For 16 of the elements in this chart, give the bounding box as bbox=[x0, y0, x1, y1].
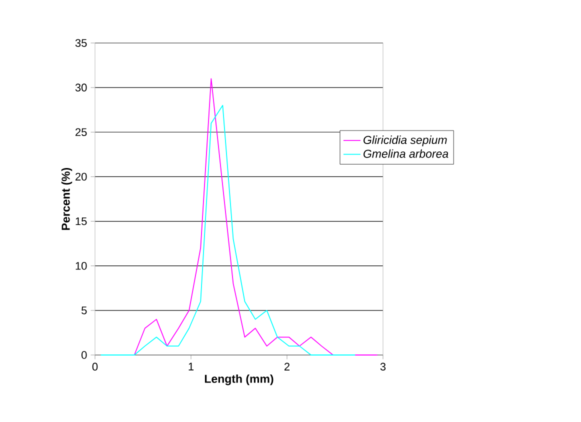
y-tick-label: 5 bbox=[82, 306, 87, 314]
x-tick-label: 0 bbox=[92, 362, 98, 371]
y-tick-label: 10 bbox=[76, 262, 87, 270]
x-axis-title: Length (mm) bbox=[204, 374, 274, 386]
y-tick-label: 0 bbox=[82, 351, 87, 359]
x-tick-label: 1 bbox=[188, 362, 194, 370]
x-tick-label: 3 bbox=[380, 362, 386, 371]
y-tick-label: 35 bbox=[75, 39, 87, 47]
y-tick-label: 25 bbox=[76, 128, 87, 136]
y-tick-label: 30 bbox=[75, 84, 87, 92]
y-tick-label: 20 bbox=[76, 172, 87, 181]
x-tick-label: 2 bbox=[284, 362, 290, 370]
legend-label: Gmelina arborea bbox=[364, 149, 448, 158]
y-axis-title: Percent (%) bbox=[61, 168, 72, 230]
y-tick-label: 15 bbox=[76, 217, 87, 226]
legend-label: Gliricidia sepium bbox=[364, 136, 447, 146]
